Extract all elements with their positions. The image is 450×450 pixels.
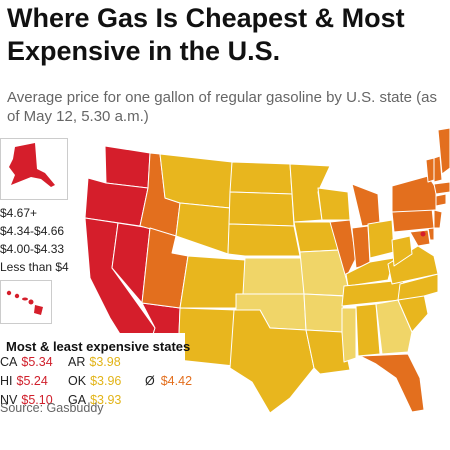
legend-item: $4.34-$4.66 xyxy=(0,224,65,238)
legend: $4.67+ $4.34-$4.66 $4.00-$4.33 Less than… xyxy=(0,204,78,276)
state-code: OK xyxy=(68,374,87,388)
state-ma xyxy=(433,181,450,195)
state-hi-maui xyxy=(28,299,34,305)
state-nd xyxy=(229,161,293,195)
state-price: $3.96 xyxy=(90,374,122,388)
state-mt xyxy=(159,153,233,209)
state-ga xyxy=(375,299,413,355)
state-oh xyxy=(367,219,395,259)
state-me xyxy=(437,128,450,175)
state-hi-kauai xyxy=(6,290,12,296)
state-hi-big-island xyxy=(34,305,43,315)
page-subtitle: Average price for one gallon of regular … xyxy=(7,89,437,125)
state-price: $3.98 xyxy=(89,355,121,369)
state-code: HI xyxy=(0,374,13,388)
state-code: AR xyxy=(68,355,86,369)
source-note: Source: Gasbuddy xyxy=(0,401,104,415)
legend-item: Less than $4 xyxy=(0,260,69,274)
state-nh xyxy=(433,155,443,183)
state-ks xyxy=(242,257,305,295)
state-hi-oahu xyxy=(14,293,20,299)
state-fl xyxy=(359,353,425,413)
table-row: OK $3.96 xyxy=(68,374,121,388)
state-wy xyxy=(175,202,231,255)
table-row: GA $3.93 xyxy=(68,393,121,407)
average-price: Ø $4.42 xyxy=(145,374,192,388)
state-ne xyxy=(227,223,301,257)
table-title: Most & least expensive states xyxy=(6,339,191,354)
state-dc xyxy=(420,231,426,237)
state-code: GA xyxy=(68,393,87,407)
state-price: $5.34 xyxy=(21,355,53,369)
state-va xyxy=(387,245,439,285)
hawaii-inset xyxy=(0,280,52,324)
state-al xyxy=(355,303,381,357)
state-ak xyxy=(9,143,55,187)
state-nm xyxy=(177,307,237,367)
price-table xyxy=(0,333,185,410)
state-la xyxy=(305,329,351,375)
table-row: AR $3.98 xyxy=(68,355,121,369)
table-row: HI $5.24 xyxy=(0,374,48,388)
state-ms xyxy=(341,307,357,363)
legend-item: $4.67+ xyxy=(0,206,38,220)
state-vt xyxy=(425,157,435,183)
state-il xyxy=(329,219,357,279)
state-tx xyxy=(229,309,315,414)
state-co xyxy=(179,255,246,309)
state-nj xyxy=(433,209,443,229)
state-sd xyxy=(228,191,295,227)
state-code: NV xyxy=(0,393,18,407)
state-code: CA xyxy=(0,355,18,369)
state-price: $3.93 xyxy=(90,393,122,407)
state-ut xyxy=(141,227,189,309)
table-row: NV $5.10 xyxy=(0,393,53,407)
average-symbol: Ø xyxy=(145,374,155,388)
state-md xyxy=(409,229,431,247)
state-price: $5.24 xyxy=(16,374,48,388)
state-ar xyxy=(303,293,345,333)
state-wa xyxy=(104,145,151,189)
legend-item: $4.00-$4.33 xyxy=(0,242,65,256)
alaska-inset xyxy=(0,138,68,200)
state-hi-molokai xyxy=(22,297,28,301)
state-ct xyxy=(435,193,447,207)
state-mi xyxy=(351,183,381,227)
state-wi xyxy=(317,187,351,221)
table-row: CA $5.34 xyxy=(0,355,53,369)
page-title: Where Gas Is Cheapest & Most Expensive i… xyxy=(7,3,405,66)
average-value: $4.42 xyxy=(160,374,193,388)
state-wv xyxy=(391,235,413,267)
state-price: $5.10 xyxy=(21,393,53,407)
